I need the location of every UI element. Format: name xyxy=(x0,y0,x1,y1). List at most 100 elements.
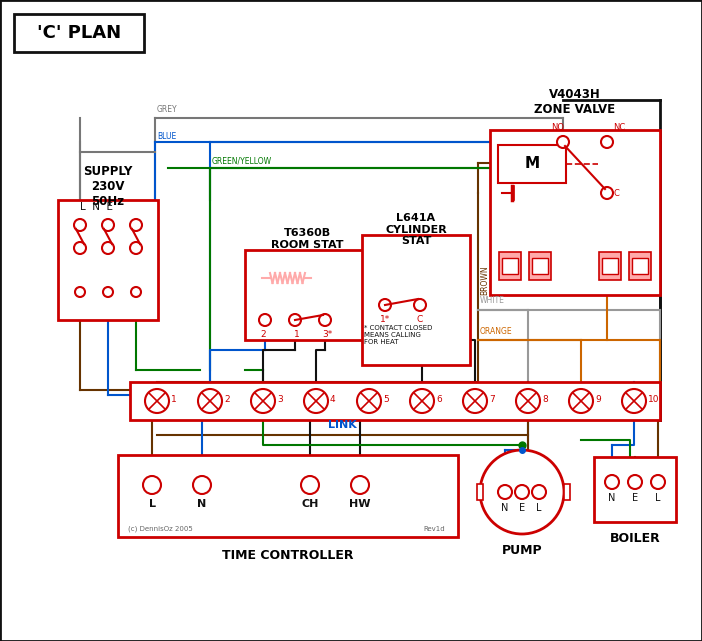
Circle shape xyxy=(145,389,169,413)
Bar xyxy=(564,484,570,500)
Text: BLUE: BLUE xyxy=(157,132,176,141)
Text: PUMP: PUMP xyxy=(502,544,543,557)
Text: 3: 3 xyxy=(277,395,283,404)
Bar xyxy=(130,382,660,420)
Text: 3*: 3* xyxy=(322,330,332,339)
Bar xyxy=(499,252,521,280)
Text: L: L xyxy=(655,493,661,503)
Bar xyxy=(498,145,566,183)
Circle shape xyxy=(498,485,512,499)
Circle shape xyxy=(198,389,222,413)
Text: L  N  E: L N E xyxy=(80,202,113,212)
Circle shape xyxy=(75,287,85,297)
Text: NO: NO xyxy=(552,123,564,132)
Circle shape xyxy=(102,242,114,254)
Circle shape xyxy=(463,389,487,413)
Bar xyxy=(532,258,548,274)
Circle shape xyxy=(601,136,613,148)
Text: HW: HW xyxy=(350,499,371,509)
Text: 1: 1 xyxy=(171,395,177,404)
Circle shape xyxy=(628,475,642,489)
Circle shape xyxy=(532,485,546,499)
Bar xyxy=(490,130,660,295)
Text: N: N xyxy=(501,503,509,513)
Text: L641A
CYLINDER
STAT: L641A CYLINDER STAT xyxy=(385,213,447,246)
Circle shape xyxy=(622,389,646,413)
Text: E: E xyxy=(519,503,525,513)
Text: GREEN/YELLOW: GREEN/YELLOW xyxy=(212,157,272,166)
Text: 1: 1 xyxy=(294,330,300,339)
Circle shape xyxy=(651,475,665,489)
Bar xyxy=(629,252,651,280)
Text: CH: CH xyxy=(301,499,319,509)
Circle shape xyxy=(74,219,86,231)
Circle shape xyxy=(130,219,142,231)
Text: N: N xyxy=(609,493,616,503)
Circle shape xyxy=(301,476,319,494)
Text: WHITE: WHITE xyxy=(480,296,505,305)
Text: BROWN: BROWN xyxy=(480,265,489,295)
Bar xyxy=(599,252,621,280)
Circle shape xyxy=(557,136,569,148)
Text: NC: NC xyxy=(613,123,625,132)
Bar xyxy=(245,250,370,340)
Text: E: E xyxy=(632,493,638,503)
Bar xyxy=(602,258,618,274)
Text: 'C' PLAN: 'C' PLAN xyxy=(37,24,121,42)
Text: V4043H
ZONE VALVE: V4043H ZONE VALVE xyxy=(534,88,616,116)
Circle shape xyxy=(143,476,161,494)
Circle shape xyxy=(515,485,529,499)
Circle shape xyxy=(130,242,142,254)
Bar xyxy=(477,484,483,500)
Text: C: C xyxy=(417,315,423,324)
Circle shape xyxy=(351,476,369,494)
Circle shape xyxy=(74,242,86,254)
Text: 10: 10 xyxy=(648,395,659,404)
Text: 5: 5 xyxy=(383,395,389,404)
Circle shape xyxy=(259,314,271,326)
Circle shape xyxy=(379,299,391,311)
Bar xyxy=(529,252,551,280)
Circle shape xyxy=(601,187,613,199)
Text: L: L xyxy=(536,503,542,513)
Text: LINK: LINK xyxy=(328,420,357,430)
Bar xyxy=(362,235,470,365)
Circle shape xyxy=(569,389,593,413)
Text: BOILER: BOILER xyxy=(609,532,661,545)
Circle shape xyxy=(480,450,564,534)
Text: 9: 9 xyxy=(595,395,601,404)
Bar xyxy=(118,455,458,537)
Circle shape xyxy=(131,287,141,297)
Circle shape xyxy=(304,389,328,413)
Bar xyxy=(502,258,518,274)
Text: Rev1d: Rev1d xyxy=(423,526,444,532)
Bar xyxy=(14,14,144,52)
Circle shape xyxy=(103,287,113,297)
Text: T6360B
ROOM STAT: T6360B ROOM STAT xyxy=(271,228,343,249)
Text: 2: 2 xyxy=(224,395,230,404)
Bar xyxy=(632,258,648,274)
Circle shape xyxy=(193,476,211,494)
Text: 6: 6 xyxy=(436,395,442,404)
Text: SUPPLY
230V
50Hz: SUPPLY 230V 50Hz xyxy=(84,165,133,208)
Text: (c) DennisOz 2005: (c) DennisOz 2005 xyxy=(128,526,193,533)
Circle shape xyxy=(605,475,619,489)
Circle shape xyxy=(410,389,434,413)
Text: 7: 7 xyxy=(489,395,495,404)
Circle shape xyxy=(357,389,381,413)
Bar xyxy=(58,200,158,320)
Text: L: L xyxy=(149,499,156,509)
Circle shape xyxy=(319,314,331,326)
Text: 4: 4 xyxy=(330,395,336,404)
Text: GREY: GREY xyxy=(157,105,178,114)
Circle shape xyxy=(102,219,114,231)
Bar xyxy=(594,457,676,522)
Text: ORANGE: ORANGE xyxy=(480,327,512,336)
Circle shape xyxy=(516,389,540,413)
Circle shape xyxy=(251,389,275,413)
Text: M: M xyxy=(524,156,540,172)
Text: C: C xyxy=(614,188,620,197)
Text: 1*: 1* xyxy=(380,315,390,324)
Text: 2: 2 xyxy=(260,330,266,339)
Circle shape xyxy=(289,314,301,326)
